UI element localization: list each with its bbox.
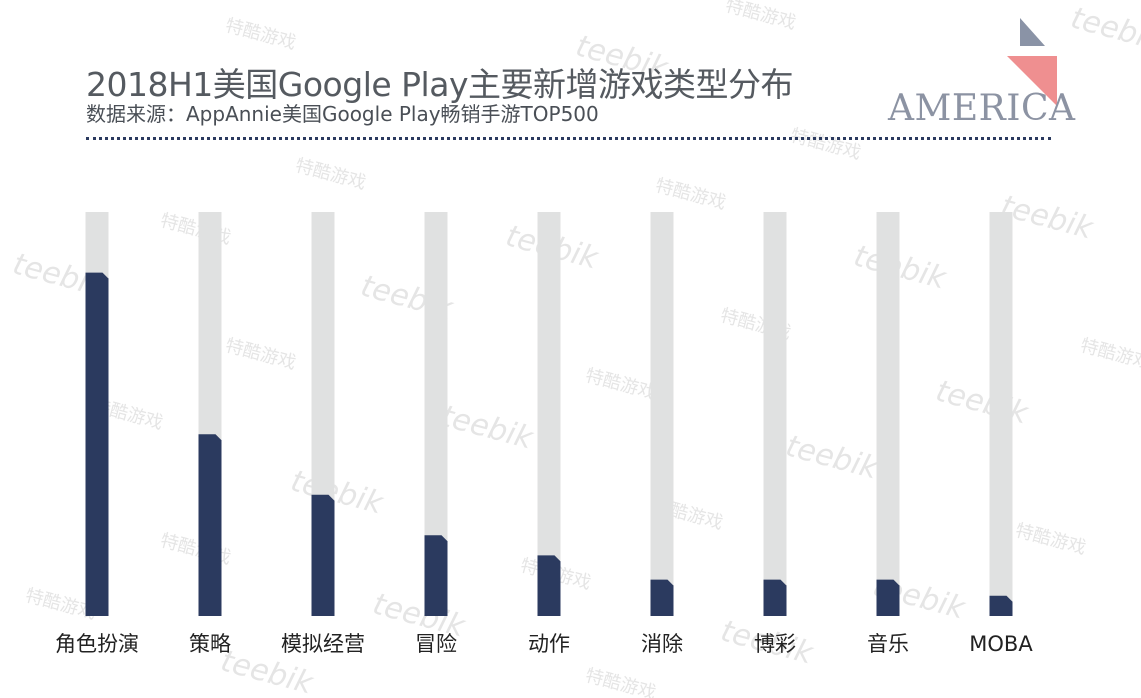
category-label: 冒险 bbox=[415, 632, 457, 656]
category-label: 角色扮演 bbox=[55, 632, 139, 656]
america-logo-text: AMERICA bbox=[888, 88, 1076, 129]
bar bbox=[85, 272, 109, 616]
bar bbox=[424, 535, 448, 616]
bar-track bbox=[537, 212, 561, 616]
category-label: 音乐 bbox=[867, 632, 909, 656]
chart-subtitle: 数据来源：AppAnnie美国Google Play畅销手游TOP500 bbox=[86, 102, 599, 126]
bar-track bbox=[424, 212, 448, 616]
bar bbox=[650, 579, 674, 616]
bar bbox=[198, 434, 222, 616]
logo-slate-triangle bbox=[1020, 18, 1045, 46]
bar bbox=[311, 494, 335, 616]
category-label: 模拟经营 bbox=[281, 632, 365, 656]
america-logo-graphic bbox=[1007, 18, 1057, 106]
category-label: 消除 bbox=[641, 632, 683, 656]
category-label: 博彩 bbox=[754, 632, 796, 656]
category-label: MOBA bbox=[969, 632, 1033, 656]
bar bbox=[763, 579, 787, 616]
bar-track bbox=[650, 212, 674, 616]
title-divider bbox=[86, 137, 1051, 140]
chart-title: 2018H1美国Google Play主要新增游戏类型分布 bbox=[86, 65, 793, 104]
category-label: 动作 bbox=[528, 632, 570, 656]
category-label: 策略 bbox=[189, 632, 231, 656]
bar-track bbox=[763, 212, 787, 616]
bar-track bbox=[876, 212, 900, 616]
bars-group bbox=[85, 212, 1013, 616]
bar bbox=[989, 595, 1013, 616]
bar-track bbox=[989, 212, 1013, 616]
category-labels-group: 角色扮演 策略 模拟经营 冒险 动作 消除 博彩 音乐 MOBA bbox=[55, 632, 1033, 656]
bar bbox=[876, 579, 900, 616]
bar bbox=[537, 555, 561, 616]
logo-pink-triangle bbox=[1007, 56, 1057, 106]
